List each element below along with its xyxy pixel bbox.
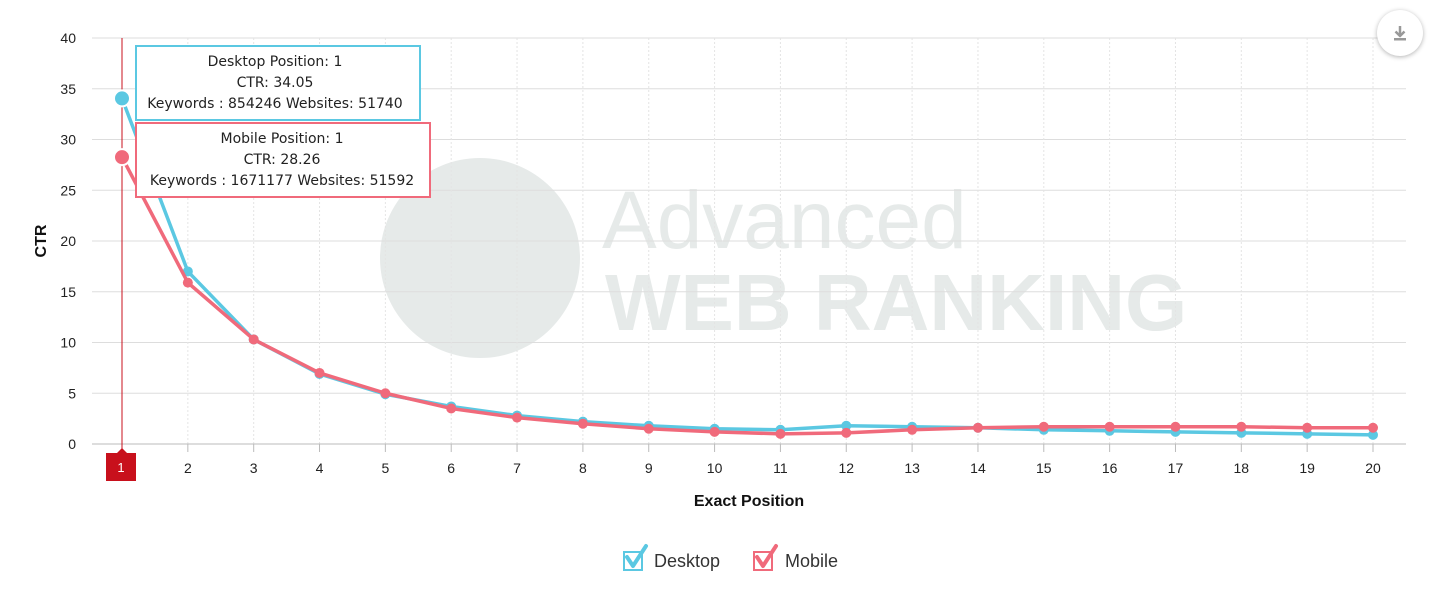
- download-icon: [1394, 26, 1406, 41]
- data-point-mobile[interactable]: [314, 367, 325, 378]
- x-tick-label: 5: [381, 460, 389, 476]
- tooltip-mobile-line2: CTR: 28.26: [244, 152, 321, 168]
- data-point-desktop[interactable]: [1368, 429, 1378, 440]
- y-axis-ticks: 0 5 10 15 20 25 30 35 40: [60, 30, 76, 452]
- legend-label-desktop: Desktop: [654, 551, 720, 571]
- series-line-mobile: [120, 156, 1373, 436]
- y-tick-label: 40: [60, 30, 76, 46]
- x-tick-label: 14: [970, 460, 986, 476]
- data-point-mobile[interactable]: [577, 418, 588, 429]
- data-point-mobile[interactable]: [446, 403, 457, 414]
- data-point-mobile[interactable]: [512, 412, 523, 423]
- x-tick-label: 3: [250, 460, 258, 476]
- x-tick-label: 6: [447, 460, 455, 476]
- x-tick-label: 12: [838, 460, 854, 476]
- x-tick-label: 15: [1036, 460, 1052, 476]
- data-point-mobile[interactable]: [1104, 421, 1115, 432]
- data-point-mobile[interactable]: [1170, 421, 1181, 432]
- legend-item-desktop[interactable]: Desktop: [623, 544, 720, 571]
- x-tick-label: 20: [1365, 460, 1381, 476]
- x-tick-label: 16: [1102, 460, 1118, 476]
- watermark-line2: WEB RANKING: [605, 258, 1187, 347]
- watermark-globe-icon: [380, 158, 580, 358]
- x-axis-ticks: 2 3 4 5 6 7 8 9 10 11 12 13 14 15 16 17 18 19 20: [121, 444, 1381, 476]
- legend-item-mobile[interactable]: Mobile: [753, 544, 838, 571]
- x-tick-label: 18: [1234, 460, 1250, 476]
- gridlines: [92, 37, 1406, 444]
- y-tick-label: 25: [60, 182, 76, 198]
- tooltip-desktop-line2: CTR: 34.05: [237, 75, 314, 91]
- data-point-mobile[interactable]: [775, 428, 786, 439]
- x-tick-label: 19: [1299, 460, 1315, 476]
- data-point-mobile[interactable]: [709, 426, 720, 437]
- y-tick-label: 0: [68, 436, 76, 452]
- data-point-mobile[interactable]: [1302, 422, 1313, 433]
- x-tick-label: 10: [707, 460, 723, 476]
- tooltip-mobile: Mobile Position: 1 CTR: 28.26 Keywords :…: [135, 122, 431, 198]
- series-mobile: [113, 148, 1378, 439]
- x-tick-label: 8: [579, 460, 587, 476]
- data-point-mobile[interactable]: [1038, 421, 1049, 432]
- y-tick-label: 5: [68, 385, 76, 401]
- data-point-desktop[interactable]: [182, 266, 193, 277]
- tooltip-desktop-line1: Desktop Position: 1: [208, 54, 343, 70]
- highlighted-x-label: 1: [106, 448, 136, 481]
- tooltip-desktop: Desktop Position: 1 CTR: 34.05 Keywords …: [135, 45, 421, 121]
- data-point-mobile[interactable]: [182, 277, 193, 288]
- y-tick-label: 15: [60, 284, 76, 300]
- checkmark-icon: [755, 544, 778, 568]
- watermark-line1: Advanced: [602, 175, 967, 266]
- y-tick-label: 35: [60, 81, 76, 97]
- x-tick-label: 2: [184, 460, 192, 476]
- data-point-mobile[interactable]: [380, 388, 391, 399]
- data-point-desktop[interactable]: [113, 89, 131, 108]
- download-button[interactable]: [1377, 10, 1423, 56]
- y-tick-label: 30: [60, 132, 76, 148]
- legend: Desktop Mobile: [623, 544, 838, 571]
- highlighted-x-text: 1: [117, 460, 124, 475]
- data-point-mobile[interactable]: [1236, 421, 1247, 432]
- x-tick-label: 9: [645, 460, 653, 476]
- data-point-mobile[interactable]: [907, 424, 918, 435]
- x-tick-label: 13: [904, 460, 920, 476]
- series-layer: [113, 89, 1378, 440]
- legend-label-mobile: Mobile: [785, 551, 838, 571]
- x-tick-label: 7: [513, 460, 521, 476]
- tooltip-mobile-line1: Mobile Position: 1: [221, 131, 344, 147]
- tooltip-desktop-line3: Keywords : 854246 Websites: 51740: [147, 96, 402, 112]
- x-axis-title: Exact Position: [694, 493, 804, 510]
- data-point-mobile[interactable]: [248, 334, 259, 345]
- y-axis-title: CTR: [33, 224, 50, 257]
- x-tick-label: 17: [1168, 460, 1184, 476]
- y-tick-label: 20: [60, 233, 76, 249]
- y-tick-label: 10: [60, 335, 76, 351]
- data-point-mobile[interactable]: [972, 422, 983, 433]
- tooltip-mobile-line3: Keywords : 1671177 Websites: 51592: [150, 173, 414, 189]
- x-tick-label: 11: [773, 460, 788, 476]
- data-point-mobile[interactable]: [1368, 422, 1378, 433]
- x-tick-label: 4: [316, 460, 324, 476]
- data-point-desktop[interactable]: [841, 420, 852, 431]
- checkmark-icon: [625, 544, 648, 568]
- data-point-mobile[interactable]: [113, 148, 131, 167]
- watermark: Advanced WEB RANKING: [380, 158, 1187, 358]
- data-point-mobile[interactable]: [841, 427, 852, 438]
- data-point-mobile[interactable]: [643, 423, 654, 434]
